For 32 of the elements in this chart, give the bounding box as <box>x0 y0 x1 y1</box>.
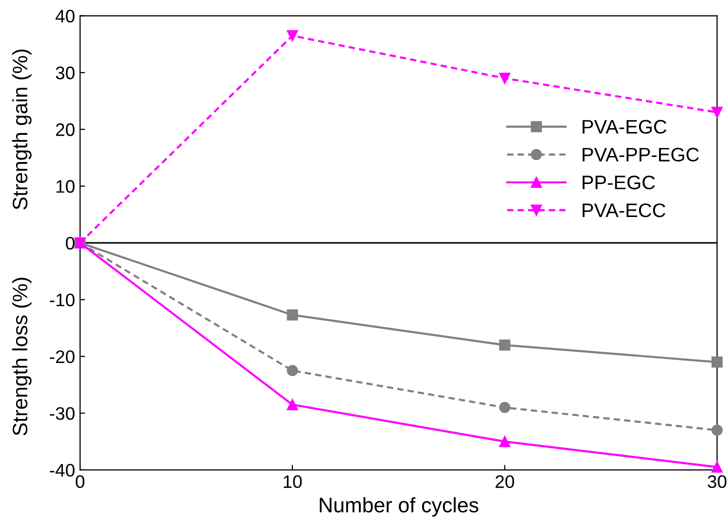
legend-label: PVA-EGC <box>582 120 666 134</box>
y-tick-label: -10 <box>50 294 75 306</box>
x-tick-label: 0 <box>76 475 84 488</box>
x-tick-label: 10 <box>284 475 302 488</box>
point <box>286 30 298 42</box>
point <box>286 365 298 376</box>
point <box>712 424 723 436</box>
point <box>499 402 510 414</box>
point <box>712 106 723 118</box>
y-tick-label: 20 <box>56 123 75 136</box>
x-tick-label: 20 <box>496 475 514 488</box>
point <box>712 462 723 473</box>
y-tick-label: -20 <box>50 350 75 364</box>
legend-label: PVA-PP-EGC <box>582 148 699 162</box>
y-tick-label: -40 <box>50 464 75 477</box>
x-axis-title: Number of cycles <box>320 497 478 517</box>
y-tick-label: -30 <box>50 407 75 420</box>
point <box>286 399 298 410</box>
legend-label: PVA-ECC <box>582 203 666 218</box>
text: Strength loss (%) <box>12 278 32 436</box>
point <box>712 356 723 368</box>
point <box>499 436 510 448</box>
text: Strength gain (%) <box>12 50 32 210</box>
y-tick-label: 30 <box>56 66 75 80</box>
point <box>499 339 510 351</box>
x-tick-label: 30 <box>708 475 726 488</box>
y-tick-label: 40 <box>56 10 75 23</box>
point <box>499 72 510 84</box>
point <box>286 309 298 321</box>
y-tick-label: 0 <box>66 236 75 250</box>
y-tick-label: 10 <box>56 180 75 193</box>
legend-label: PP-EGC <box>582 176 655 190</box>
